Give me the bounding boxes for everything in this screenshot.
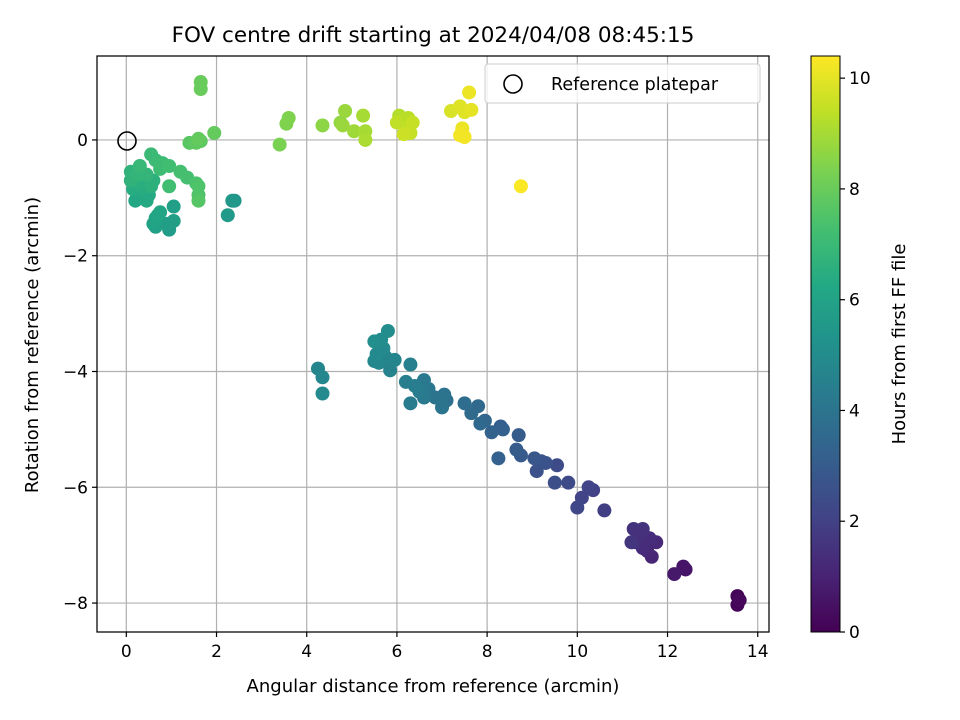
scatter-point	[315, 370, 330, 385]
y-axis-ticks: 0 −2 −4 −6 −8	[63, 131, 97, 614]
scatter-point	[225, 193, 240, 208]
scatter-point	[367, 334, 382, 349]
scatter-point	[162, 179, 177, 194]
reference-marker	[117, 131, 137, 151]
scatter-point	[561, 475, 576, 490]
scatter-point	[464, 406, 479, 421]
scatter-point	[338, 103, 353, 118]
scatter-point	[405, 115, 420, 130]
scatter-point	[166, 213, 181, 228]
scatter-point	[380, 323, 395, 338]
scatter-point	[220, 208, 235, 223]
x-tick-label: 12	[657, 642, 679, 662]
scatter-point	[473, 416, 488, 431]
legend: Reference platepar	[484, 63, 761, 104]
scatter-point	[281, 110, 296, 125]
scatter-point	[464, 102, 479, 117]
plot-frame	[96, 55, 770, 633]
chart-title: FOV centre drift starting at 2024/04/08 …	[172, 23, 695, 48]
scatter-point	[527, 451, 542, 466]
colorbar-label: Hours from first FF file	[889, 244, 910, 445]
scatter-point	[597, 503, 612, 518]
legend-box	[484, 63, 761, 104]
scatter-point	[398, 374, 413, 389]
y-tick-label: −2	[63, 247, 88, 267]
y-tick-label: −4	[63, 362, 88, 382]
x-axis-label: Angular distance from reference (arcmin)	[247, 676, 620, 697]
x-tick-label: 6	[392, 642, 403, 662]
scatter-point	[272, 137, 287, 152]
x-tick-label: 8	[482, 642, 493, 662]
scatter-point	[509, 442, 524, 457]
scatter-point	[193, 75, 208, 90]
scatter-point	[396, 127, 411, 142]
legend-label: Reference platepar	[551, 75, 719, 95]
legend-marker	[503, 74, 523, 94]
colorbar: 0 2 4 6 8 10 Hours from first FF file	[810, 55, 910, 643]
x-tick-label: 10	[567, 642, 589, 662]
x-tick-label: 4	[301, 642, 312, 662]
scatter-point	[191, 193, 206, 208]
scatter-point	[732, 593, 747, 608]
scatter-point	[315, 386, 330, 401]
scatter-point	[511, 428, 526, 443]
scatter-point	[495, 422, 510, 437]
scatter-points	[123, 75, 747, 612]
scatter-point	[484, 425, 499, 440]
x-axis-ticks: 0 2 4 6 8 10 12 14	[121, 632, 769, 662]
scatter-point	[403, 357, 418, 372]
colorbar-tick-label: 4	[849, 401, 860, 421]
scatter-point	[624, 535, 639, 550]
scatter-point	[207, 125, 222, 140]
grid-lines	[97, 56, 769, 632]
scatter-point	[581, 480, 596, 495]
scatter-point	[457, 396, 472, 411]
colorbar-tick-label: 0	[849, 623, 860, 643]
scatter-point	[547, 475, 562, 490]
scatter-point	[550, 458, 565, 473]
scatter-point	[457, 130, 472, 145]
colorbar-tick-label: 6	[849, 291, 860, 311]
y-tick-label: −6	[63, 478, 88, 498]
scatter-point	[570, 500, 585, 515]
y-tick-label: −8	[63, 594, 88, 614]
x-tick-label: 0	[121, 642, 132, 662]
colorbar-tick-label: 10	[849, 69, 871, 89]
scatter-point	[315, 118, 330, 133]
scatter-point	[635, 521, 650, 536]
colorbar-tick-label: 2	[849, 512, 860, 532]
scatter-point	[667, 567, 682, 582]
scatter-point	[150, 208, 165, 223]
scatter-point	[347, 124, 362, 139]
scatter-point	[356, 108, 371, 123]
colorbar-tick-label: 8	[849, 180, 860, 200]
scatter-point	[403, 396, 418, 411]
scatter-point	[191, 131, 206, 146]
x-tick-label: 14	[747, 642, 769, 662]
scatter-point	[162, 158, 177, 173]
scatter-point	[435, 400, 450, 415]
scatter-point	[132, 158, 147, 173]
scatter-point	[513, 179, 528, 194]
scatter-point	[358, 132, 373, 147]
x-tick-label: 2	[211, 642, 222, 662]
scatter-point	[462, 85, 477, 100]
colorbar-gradient	[810, 55, 841, 633]
y-axis-label: Rotation from reference (arcmin)	[22, 197, 43, 493]
y-tick-label: 0	[77, 131, 88, 151]
scatter-point	[166, 199, 181, 214]
colorbar-ticks: 0 2 4 6 8 10	[840, 69, 871, 643]
scatter-point	[491, 451, 506, 466]
scatter-point	[335, 118, 350, 133]
